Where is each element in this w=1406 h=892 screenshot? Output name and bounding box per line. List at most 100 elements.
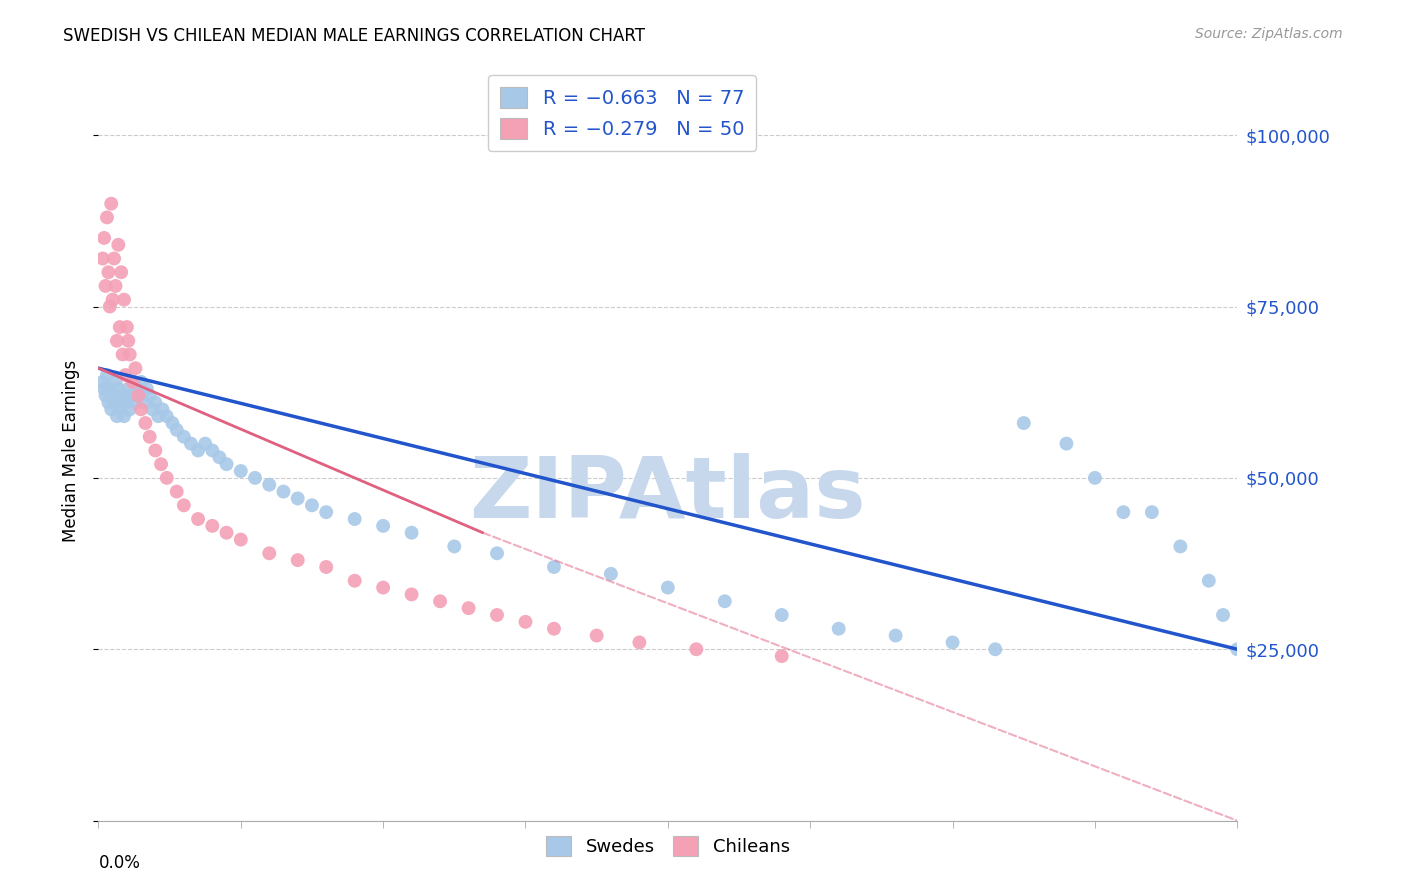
Point bbox=[770, 649, 793, 664]
Point bbox=[108, 402, 131, 417]
Text: ZIPAtlas: ZIPAtlas bbox=[470, 453, 866, 536]
Point bbox=[162, 416, 184, 430]
Point bbox=[103, 252, 125, 266]
Point bbox=[1140, 505, 1163, 519]
Point bbox=[1012, 416, 1035, 430]
Point bbox=[104, 375, 127, 389]
Point bbox=[93, 231, 115, 245]
Point bbox=[105, 334, 128, 348]
Point bbox=[657, 581, 679, 595]
Point bbox=[93, 382, 115, 396]
Point bbox=[107, 382, 129, 396]
Point bbox=[141, 402, 163, 417]
Point bbox=[1170, 540, 1192, 554]
Point bbox=[229, 533, 252, 547]
Point bbox=[984, 642, 1007, 657]
Point bbox=[135, 382, 157, 396]
Point bbox=[194, 436, 217, 450]
Point bbox=[287, 553, 309, 567]
Point bbox=[127, 389, 149, 403]
Point bbox=[122, 375, 145, 389]
Point bbox=[1056, 436, 1078, 450]
Point bbox=[201, 443, 224, 458]
Point bbox=[287, 491, 309, 506]
Point bbox=[429, 594, 451, 608]
Point bbox=[96, 211, 118, 225]
Point bbox=[166, 423, 188, 437]
Point bbox=[124, 395, 146, 409]
Point bbox=[343, 574, 366, 588]
Point bbox=[138, 430, 160, 444]
Point bbox=[108, 320, 131, 334]
Point bbox=[1084, 471, 1107, 485]
Point bbox=[114, 368, 136, 382]
Point bbox=[120, 389, 142, 403]
Point bbox=[138, 389, 160, 403]
Point bbox=[1112, 505, 1135, 519]
Point bbox=[315, 560, 337, 574]
Point bbox=[457, 601, 479, 615]
Point bbox=[129, 375, 152, 389]
Point bbox=[117, 382, 139, 396]
Point bbox=[94, 389, 117, 403]
Point bbox=[98, 300, 121, 314]
Y-axis label: Median Male Earnings: Median Male Earnings bbox=[62, 359, 80, 541]
Point bbox=[156, 471, 179, 485]
Point bbox=[118, 347, 141, 361]
Point bbox=[201, 519, 224, 533]
Point bbox=[884, 628, 907, 642]
Point bbox=[259, 477, 281, 491]
Point bbox=[187, 512, 209, 526]
Point bbox=[173, 430, 195, 444]
Point bbox=[259, 546, 281, 560]
Point bbox=[1284, 670, 1306, 684]
Point bbox=[115, 395, 138, 409]
Point bbox=[628, 635, 651, 649]
Point bbox=[243, 471, 266, 485]
Point bbox=[685, 642, 707, 657]
Point bbox=[94, 279, 117, 293]
Point bbox=[121, 375, 143, 389]
Point bbox=[315, 505, 337, 519]
Point bbox=[600, 566, 623, 581]
Point bbox=[229, 464, 252, 478]
Point bbox=[1198, 574, 1220, 588]
Point bbox=[486, 607, 509, 622]
Point bbox=[156, 409, 179, 424]
Point bbox=[101, 389, 124, 403]
Point bbox=[134, 416, 156, 430]
Point bbox=[114, 389, 136, 403]
Point bbox=[486, 546, 509, 560]
Point bbox=[215, 457, 238, 471]
Point bbox=[515, 615, 537, 629]
Point bbox=[173, 498, 195, 512]
Point bbox=[118, 402, 141, 417]
Point bbox=[100, 196, 122, 211]
Point bbox=[1226, 642, 1249, 657]
Point bbox=[208, 450, 231, 465]
Point bbox=[98, 382, 121, 396]
Point bbox=[111, 347, 134, 361]
Point bbox=[301, 498, 323, 512]
Text: SWEDISH VS CHILEAN MEDIAN MALE EARNINGS CORRELATION CHART: SWEDISH VS CHILEAN MEDIAN MALE EARNINGS … bbox=[63, 27, 645, 45]
Point bbox=[110, 265, 132, 279]
Point bbox=[111, 395, 134, 409]
Point bbox=[145, 395, 167, 409]
Text: 0.0%: 0.0% bbox=[98, 854, 141, 872]
Point bbox=[97, 265, 120, 279]
Legend: Swedes, Chileans: Swedes, Chileans bbox=[538, 829, 797, 863]
Point bbox=[543, 560, 565, 574]
Point bbox=[129, 402, 152, 417]
Point bbox=[91, 375, 114, 389]
Point bbox=[115, 320, 138, 334]
Point bbox=[187, 443, 209, 458]
Point bbox=[166, 484, 188, 499]
Point bbox=[100, 402, 122, 417]
Point bbox=[145, 443, 167, 458]
Point bbox=[373, 581, 395, 595]
Point bbox=[107, 237, 129, 252]
Point bbox=[401, 587, 423, 601]
Point bbox=[585, 628, 607, 642]
Point bbox=[1212, 607, 1234, 622]
Point bbox=[1254, 656, 1277, 670]
